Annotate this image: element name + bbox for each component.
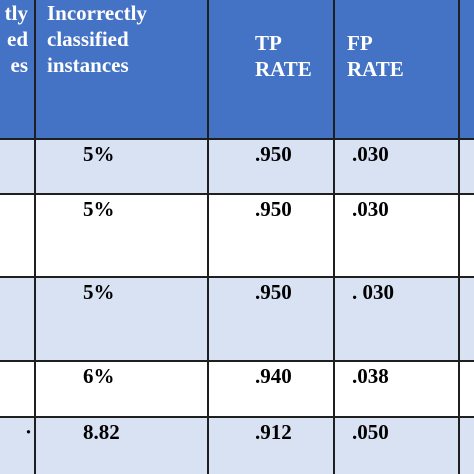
- header-incorrect-cell: Incorrectly classified instances: [36, 0, 209, 138]
- table-cell: [0, 362, 36, 416]
- table-cell: 8.82: [36, 418, 209, 474]
- table-cell: [460, 418, 474, 474]
- fp-value: .030: [352, 142, 389, 166]
- table-cell: [0, 278, 36, 360]
- header-fp-cell: FP RATE: [335, 0, 460, 138]
- fp-value: .030: [352, 197, 389, 221]
- table-cell: 5%: [36, 278, 209, 360]
- table-cell: [0, 140, 36, 193]
- incorrect-value: 5%: [83, 280, 115, 304]
- table-cell: . 030: [335, 278, 460, 360]
- table-header-row: tly ed es Incorrectly classified instanc…: [0, 0, 474, 140]
- tp-value: .950: [255, 280, 292, 304]
- header-incorrect-text: Incorrectly classified instances: [47, 1, 147, 77]
- table-cell: .940: [209, 362, 335, 416]
- table-cell: .050: [335, 418, 460, 474]
- table-row: 5% .950 . 030: [0, 278, 474, 362]
- table-cell: .950: [209, 140, 335, 193]
- table-row: 5% .950 .030: [0, 195, 474, 278]
- table-cell: .912: [209, 418, 335, 474]
- incorrect-value: 8.82: [83, 420, 120, 444]
- table-cell: [460, 140, 474, 193]
- table-row: 6% .940 .038: [0, 362, 474, 418]
- tp-value: .940: [255, 364, 292, 388]
- table-cell: .030: [335, 195, 460, 276]
- table-cell: 5%: [36, 140, 209, 193]
- incorrect-value: 5%: [83, 142, 115, 166]
- incorrect-value: 5%: [83, 197, 115, 221]
- tp-value: .950: [255, 197, 292, 221]
- header-tp-text: TP RATE: [255, 31, 312, 81]
- table-row: 5% .950 .030: [0, 140, 474, 195]
- table-cell: .030: [335, 140, 460, 193]
- table-cell: .038: [335, 362, 460, 416]
- table-cell: [460, 362, 474, 416]
- tp-value: .912: [255, 420, 292, 444]
- tp-value: .950: [255, 142, 292, 166]
- table-cell: 6%: [36, 362, 209, 416]
- table-cell: ·: [0, 418, 36, 474]
- table-cell: [460, 278, 474, 360]
- fp-value: .038: [352, 364, 389, 388]
- header-extra-cell: [460, 0, 474, 138]
- row-fragment-text: ·: [24, 420, 32, 444]
- table-cell: .950: [209, 278, 335, 360]
- table-cell: [460, 195, 474, 276]
- table-cell: 5%: [36, 195, 209, 276]
- table-row: · 8.82 .912 .050: [0, 418, 474, 474]
- header-correct-cell: tly ed es: [0, 0, 36, 138]
- incorrect-value: 6%: [83, 364, 115, 388]
- table-cell: [0, 195, 36, 276]
- header-correct-text: tly ed es: [4, 1, 28, 77]
- table-cell: .950: [209, 195, 335, 276]
- fp-value: .050: [352, 420, 389, 444]
- header-tp-cell: TP RATE: [209, 0, 335, 138]
- header-fp-text: FP RATE: [347, 31, 404, 81]
- fp-value: . 030: [352, 280, 394, 304]
